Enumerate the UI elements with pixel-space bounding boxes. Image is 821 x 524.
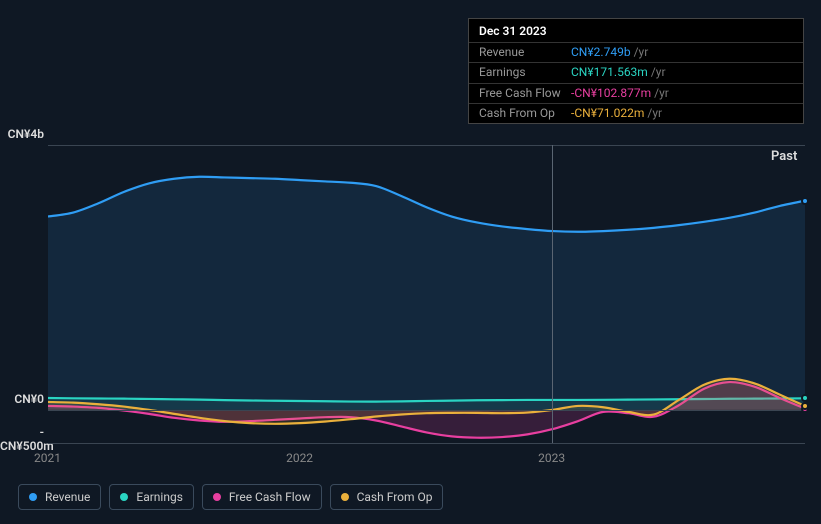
legend-item-earnings[interactable]: Earnings — [109, 484, 194, 510]
chart-legend: Revenue Earnings Free Cash Flow Cash From O… — [18, 484, 443, 510]
legend-dot — [120, 493, 128, 501]
legend-dot — [213, 493, 221, 501]
legend-label: Revenue — [45, 490, 90, 504]
series-endpoint-cfo — [801, 402, 809, 410]
legend-item-cash-from-op[interactable]: Cash From Op — [330, 484, 444, 510]
legend-item-revenue[interactable]: Revenue — [18, 484, 101, 510]
gridline — [48, 410, 805, 411]
legend-item-free-cash-flow[interactable]: Free Cash Flow — [202, 484, 322, 510]
gridline — [48, 145, 805, 146]
chart-plot — [0, 0, 821, 524]
legend-dot — [29, 493, 37, 501]
legend-label: Free Cash Flow — [229, 490, 311, 504]
legend-dot — [341, 493, 349, 501]
legend-label: Earnings — [136, 490, 183, 504]
legend-label: Cash From Op — [357, 490, 433, 504]
vertical-marker — [552, 145, 553, 443]
series-area-revenue — [48, 177, 805, 410]
series-endpoint-revenue — [801, 197, 809, 205]
gridline — [48, 443, 805, 444]
